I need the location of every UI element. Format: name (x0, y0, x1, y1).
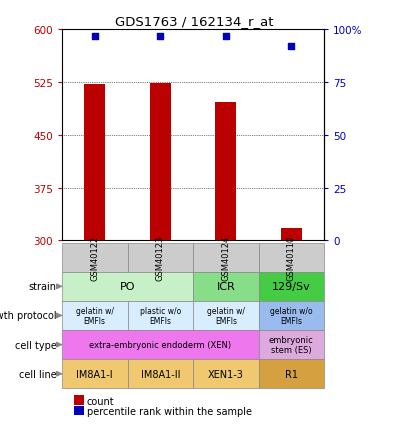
Text: count: count (87, 396, 114, 405)
Bar (62, 272, 193, 301)
Bar (62, 330, 258, 359)
Point (157, 33, 164, 40)
Bar (193, 359, 258, 388)
Point (288, 44, 294, 51)
Bar (258, 359, 324, 388)
Bar (193, 243, 258, 272)
Bar (281, 228, 302, 241)
Text: strain: strain (29, 282, 57, 292)
Text: percentile rank within the sample: percentile rank within the sample (87, 406, 252, 416)
Text: gelatin w/
EMFIs: gelatin w/ EMFIs (207, 306, 245, 326)
Text: gelatin w/o
EMFIs: gelatin w/o EMFIs (270, 306, 312, 326)
Bar (128, 243, 193, 272)
Bar (62, 301, 128, 330)
Text: XEN1-3: XEN1-3 (208, 369, 244, 379)
Bar (258, 243, 324, 272)
Bar (215, 103, 236, 241)
Text: GSM40124: GSM40124 (221, 235, 230, 280)
Text: ICR: ICR (216, 282, 235, 292)
Bar (150, 84, 171, 241)
Text: extra-embryonic endoderm (XEN): extra-embryonic endoderm (XEN) (89, 340, 231, 349)
Text: cell line: cell line (19, 369, 57, 379)
Bar (84, 85, 105, 241)
Text: GSM40123: GSM40123 (156, 235, 165, 280)
Bar (258, 301, 324, 330)
Text: IM8A1-I: IM8A1-I (76, 369, 113, 379)
Bar (193, 301, 258, 330)
Bar (62, 359, 128, 388)
Text: plastic w/o
EMFIs: plastic w/o EMFIs (140, 306, 181, 326)
Text: GSM40110: GSM40110 (287, 235, 296, 280)
Point (222, 33, 229, 40)
Bar (258, 272, 324, 301)
Text: IM8A1-II: IM8A1-II (140, 369, 180, 379)
Point (92, 33, 98, 40)
Bar (258, 330, 324, 359)
Text: growth protocol: growth protocol (0, 311, 57, 321)
Text: GDS1763 / 162134_r_at: GDS1763 / 162134_r_at (115, 15, 273, 28)
Bar (128, 359, 193, 388)
Text: GSM40122: GSM40122 (90, 235, 99, 280)
Bar (128, 301, 193, 330)
Text: embryonic
stem (ES): embryonic stem (ES) (269, 335, 314, 355)
Text: 129/Sv: 129/Sv (272, 282, 311, 292)
Bar (193, 272, 258, 301)
Text: cell type: cell type (15, 340, 57, 350)
Text: PO: PO (120, 282, 135, 292)
Bar (62, 243, 128, 272)
Text: gelatin w/
EMFIs: gelatin w/ EMFIs (76, 306, 114, 326)
Text: R1: R1 (285, 369, 298, 379)
